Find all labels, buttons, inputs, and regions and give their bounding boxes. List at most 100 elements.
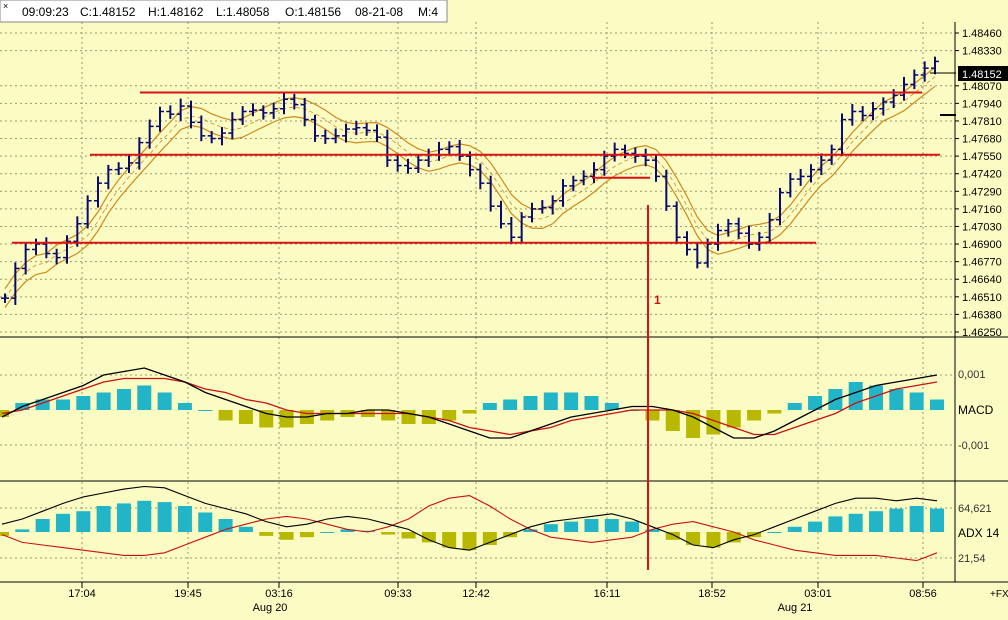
adx-histogram-bar [930, 508, 944, 532]
adx-histogram-bar [706, 532, 721, 548]
price-tick-label: 1.46510 [962, 292, 1002, 304]
macd-histogram-bar [320, 410, 335, 421]
price-tick-label: 1.47160 [962, 204, 1002, 216]
macd-histogram-bar [645, 410, 660, 421]
price-tick-label: 1.47680 [962, 134, 1002, 146]
price-tick-label: 1.47420 [962, 169, 1002, 181]
price-tick-label: 1.46250 [962, 327, 1002, 339]
adx-histogram-bar [198, 512, 213, 532]
macd-histogram-bar [930, 399, 944, 410]
price-tick-label: 1.46770 [962, 257, 1002, 269]
macd-histogram-bar [848, 382, 863, 410]
adx-histogram-bar [828, 516, 843, 532]
adx-di-plus-line [1, 485, 938, 551]
macd-histogram-bar [116, 389, 131, 410]
info-timeframe: M:4 [418, 5, 438, 19]
macd-histogram-bar [462, 410, 477, 414]
adx-histogram-bar [35, 519, 50, 532]
macd-histogram-bar [198, 410, 213, 411]
macd-histogram-bar [503, 399, 518, 410]
adx-histogram-bar [421, 532, 436, 543]
macd-histogram-bar [137, 385, 152, 410]
price-tick-label: 1.47940 [962, 98, 1002, 110]
info-high: H:1.48162 [148, 5, 204, 19]
time-tick-label: 09:33 [384, 588, 412, 600]
macd-histogram-bar [259, 410, 274, 428]
adx-histogram-bar [564, 521, 579, 532]
adx-histogram-bar [584, 519, 599, 532]
adx-histogram-bar [76, 511, 91, 532]
adx-tick-bottom: 21,54 [958, 553, 986, 565]
time-tick-label: 03:16 [265, 588, 293, 600]
adx-histogram-bar [299, 532, 314, 538]
time-tick-label: 03:01 [804, 588, 832, 600]
macd-histogram-bar [909, 392, 924, 410]
adx-histogram-bar [320, 532, 335, 533]
macd-label: MACD [958, 403, 994, 417]
time-tick-label: 08:56 [909, 588, 937, 600]
macd-histogram-bar [787, 403, 802, 410]
macd-histogram-bar [523, 396, 538, 410]
adx-histogram-bar [462, 532, 477, 551]
adx-histogram-bar [15, 529, 30, 532]
macd-histogram-bar [584, 396, 599, 410]
adx-histogram-bar [0, 532, 9, 536]
macd-histogram-bar [706, 410, 721, 435]
macd-histogram-bar [381, 410, 396, 421]
macd-histogram-bar [726, 410, 741, 428]
adx-histogram-bar [625, 521, 640, 532]
macd-histogram-bar [35, 399, 50, 410]
macd-signal-line [1, 377, 938, 436]
time-tick-label: 19:45 [174, 588, 202, 600]
adx-histogram-bar [869, 511, 884, 532]
macd-histogram-bar [665, 410, 680, 431]
adx-histogram-bar [340, 529, 355, 532]
price-tick-label: 1.48070 [962, 81, 1002, 93]
adx-histogram-bar [360, 530, 375, 532]
adx-histogram-bar [665, 532, 680, 540]
date-label: Aug 20 [253, 602, 288, 614]
price-tick-label: 1.47550 [962, 151, 1002, 163]
macd-histogram-bar [55, 399, 70, 410]
grid [0, 22, 955, 582]
macd-histogram-bar [279, 410, 294, 428]
adx-histogram-bar [909, 506, 924, 532]
macd-histogram-bar [747, 410, 762, 421]
info-date: 08-21-08 [355, 5, 403, 19]
close-icon[interactable]: × [3, 1, 8, 11]
macd-histogram-bar [157, 392, 172, 410]
annotation-label: 1 [654, 293, 661, 307]
adx-histogram-bar [157, 502, 172, 532]
info-low: L:1.48058 [216, 5, 270, 19]
price-tick-label: 1.48460 [962, 28, 1002, 40]
time-tick-label: 16:11 [594, 588, 621, 600]
adx-histogram-bar [96, 506, 111, 532]
time-tick-label: 12:42 [462, 588, 490, 600]
macd-histogram-bar [869, 385, 884, 410]
adx-histogram-bar [177, 506, 192, 532]
last-price-box [958, 66, 1008, 81]
adx-histogram-bar [218, 519, 233, 532]
macd-histogram-bar [76, 396, 91, 410]
adx-label: ADX 14 [958, 526, 1000, 540]
adx-histogram-bar [543, 524, 558, 532]
macd-histogram-bar [482, 403, 497, 410]
adx-histogram-bar [889, 508, 904, 532]
macd-histogram-bar [686, 410, 701, 438]
price-tick-label: 1.47030 [962, 221, 1002, 233]
adx-histogram-bar [645, 529, 660, 532]
price-tick-label: 1.48330 [962, 46, 1002, 58]
time-tick-label: 17:04 [68, 588, 96, 600]
price-tick-label: 1.47290 [962, 186, 1002, 198]
adx-panel [0, 485, 944, 562]
adx-histogram-bar [726, 532, 741, 543]
price-axis: 1.48460 1.48330 1.48070 1.47940 1.47810 1.476… [955, 28, 1002, 339]
adx-histogram-bar [116, 503, 131, 532]
adx-histogram-bar [259, 532, 274, 536]
adx-histogram-bar [686, 532, 701, 545]
price-tick-label: 1.46640 [962, 274, 1002, 286]
macd-histogram-bar [177, 403, 192, 410]
date-label: Aug 21 [778, 602, 813, 614]
macd-line [1, 367, 938, 439]
